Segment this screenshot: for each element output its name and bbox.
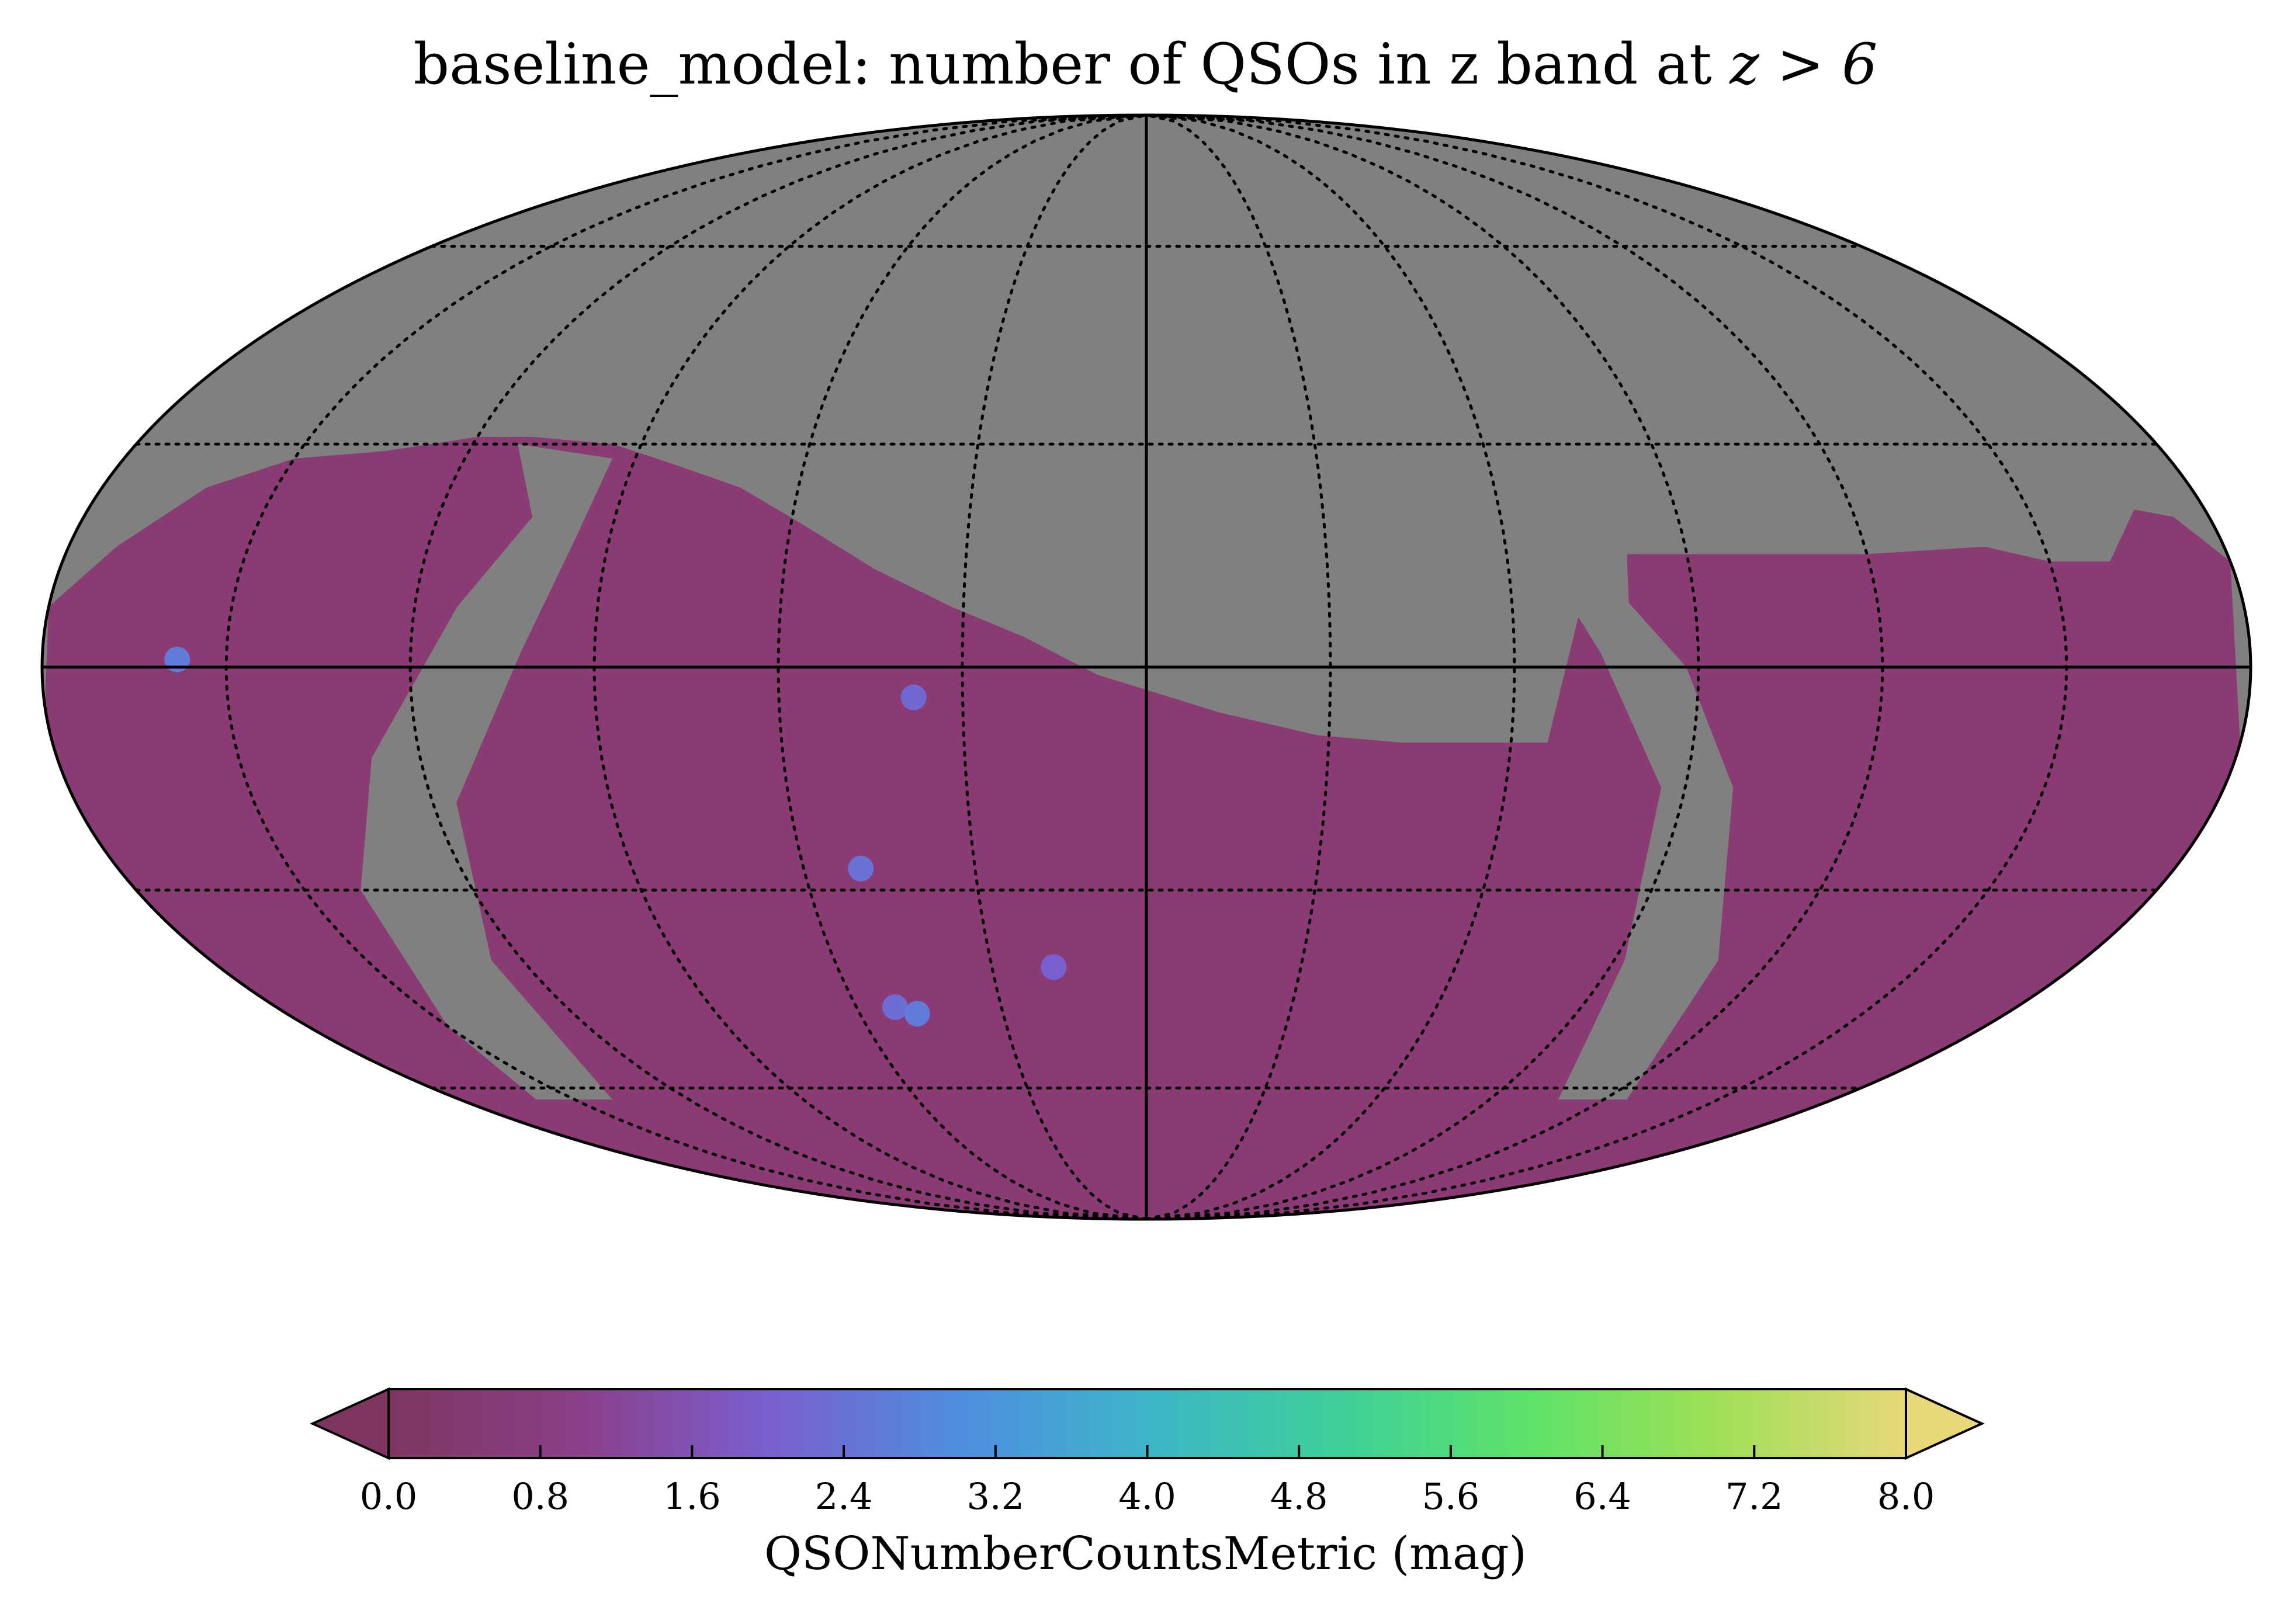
title-text: baseline_model: number of QSOs in z band… xyxy=(413,32,1730,97)
colorbar-label: QSONumberCountsMetric (mag) xyxy=(764,1528,1527,1580)
chart-title: baseline_model: number of QSOs in z band… xyxy=(0,23,2291,105)
title-math: z > 6 xyxy=(1729,32,1878,97)
colorbar-tick-label: 0.0 xyxy=(360,1475,418,1518)
masked-band-2 xyxy=(1544,561,1734,1100)
meridian-60 xyxy=(1145,115,1516,1219)
colorbar-tick-label: 1.6 xyxy=(663,1475,721,1518)
hotspot-5 xyxy=(882,994,908,1021)
graticule xyxy=(42,115,2251,1219)
colorbar-ticks: 0.0 0.8 1.6 2.4 3.2 4.0 4.8 5.6 6.4 7.2 8.0 xyxy=(360,1445,1935,1518)
colorbar-tick-label: 4.8 xyxy=(1270,1475,1328,1518)
colorbar-extend-low xyxy=(310,1387,390,1460)
hotspot-6 xyxy=(904,1001,930,1027)
hotspot-4 xyxy=(1041,954,1067,980)
colorbar-tick-label: 2.4 xyxy=(815,1475,873,1518)
map-border xyxy=(40,113,2252,1221)
colorbar-tick-label: 4.0 xyxy=(1118,1475,1176,1518)
colorbar-tick-label: 3.2 xyxy=(966,1475,1024,1518)
meridian--60 xyxy=(777,115,1148,1219)
masked-band-1 xyxy=(361,444,613,1100)
map-content xyxy=(42,115,2251,1219)
hotspot-2 xyxy=(900,684,927,710)
colorbar-tick-label: 7.2 xyxy=(1725,1475,1783,1518)
hotspot-3 xyxy=(848,855,874,882)
colorbar-tick-label: 8.0 xyxy=(1877,1475,1935,1518)
colorbar-extend-high xyxy=(1905,1387,1985,1460)
colorbar-tick-label: 5.6 xyxy=(1422,1475,1480,1518)
colorbar-tick-label: 6.4 xyxy=(1573,1475,1631,1518)
colorbar-tick-label: 0.8 xyxy=(511,1475,569,1518)
